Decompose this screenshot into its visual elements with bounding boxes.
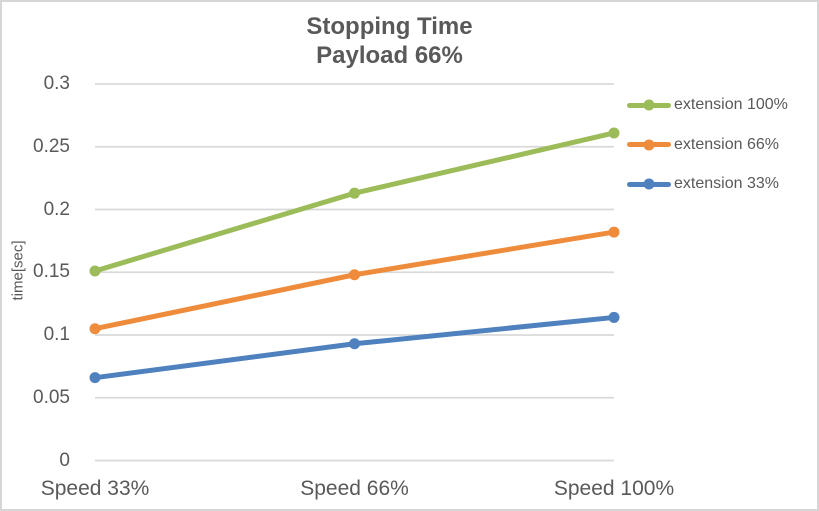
legend-entry: extension 100% [627,94,788,116]
data-point-extension-66 [608,226,620,238]
y-tick-label: 0.25 [33,135,70,157]
series-dot-icon [643,139,655,150]
x-tick-label: Speed 100% [553,477,675,500]
y-tick-label: 0 [59,449,70,471]
y-tick-label: 0.15 [33,261,70,283]
x-tick-label: Speed 33% [40,477,150,500]
data-point-extension-33 [89,372,101,384]
chart-title-line2: Payload 66% [316,42,463,69]
legend-entry: extension 66% [627,134,779,156]
legend-label: extension 33% [674,175,779,192]
chart-title-line1: Stopping Time [306,13,473,40]
chart-title: Stopping Time Payload 66% [2,12,777,70]
legend-label: extension 100% [674,96,788,113]
y-tick-label: 0.1 [43,324,70,345]
data-point-extension-33 [349,338,360,350]
data-point-extension-100 [349,187,360,199]
series-marker-icon [627,178,671,190]
series-line-extension-100 [92,130,617,274]
legend-entry: extension 33% [627,173,779,195]
series-marker-icon [627,99,671,111]
series-dot-icon [643,99,655,111]
series-dot-icon [643,178,655,190]
y-tick-label: 0.05 [33,386,70,408]
data-point-extension-66 [349,269,360,281]
y-tick-label: 0.2 [43,198,70,220]
x-tick-label: Speed 66% [300,477,409,500]
legend-label: extension 66% [674,135,779,153]
series-marker-icon [627,139,671,150]
data-point-extension-100 [89,265,101,277]
data-point-extension-66 [89,323,101,335]
data-point-extension-33 [608,311,620,323]
y-tick-label: 0.3 [43,73,70,94]
data-point-extension-100 [608,127,620,139]
